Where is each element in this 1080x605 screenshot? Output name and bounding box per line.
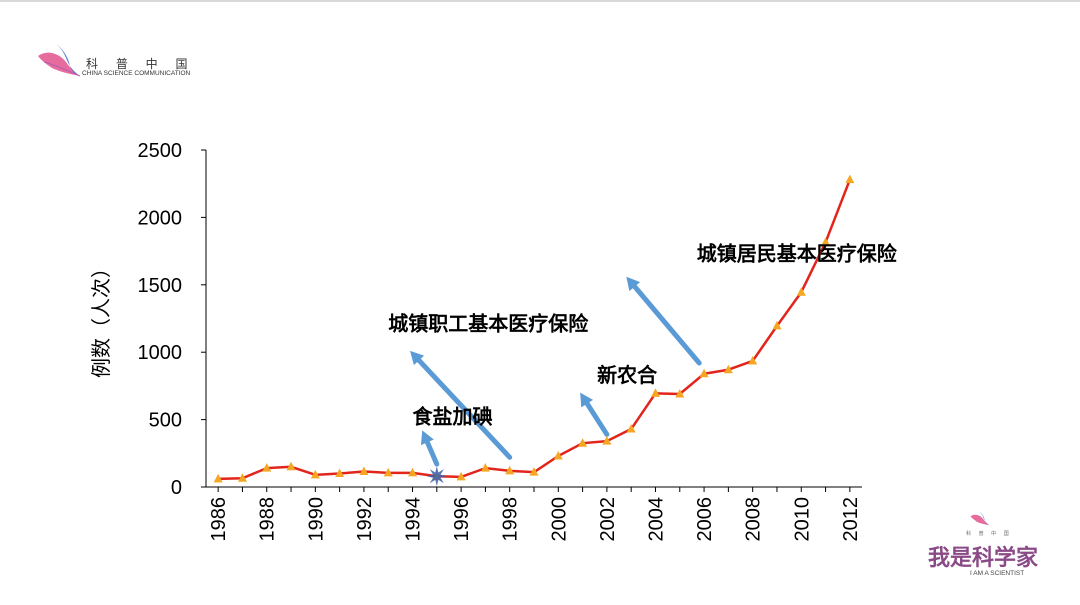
annotation-label: 食盐加碘 [413,405,493,429]
x-tick-label: 2000 [548,497,570,542]
y-axis-label: 例数（人次） [89,258,113,378]
top-border [0,0,1080,2]
data-point-marker [335,468,345,478]
annotation-arrow [424,439,440,467]
data-point-marker [796,287,806,296]
x-tick-label: 2002 [597,497,619,542]
y-tick-label: 500 [149,410,182,432]
x-tick-label: 2008 [743,497,765,542]
slogan-text: 我是科学家 [928,545,1039,571]
data-point-marker [626,424,636,433]
annotation-arrow [632,284,702,366]
data-point-marker [602,436,612,445]
x-tick-label: 1988 [257,497,279,542]
y-tick-label: 0 [171,477,182,499]
annotation-arrowhead [580,392,594,408]
data-point-marker [578,438,588,447]
annotation-arrowhead [626,276,641,292]
annotation-arrowhead [420,430,434,446]
x-tick-label: 1998 [500,497,522,542]
data-point-marker [480,463,490,472]
logo-cn-small-text: 科 普 中 国 [966,531,1012,537]
x-tick-label: 1990 [305,497,327,542]
data-point-marker [553,450,563,460]
data-point-marker [505,465,515,475]
data-point-marker [408,467,418,477]
x-tick-label: 1986 [208,497,230,542]
data-point-marker [821,237,831,246]
annotation-label: 城镇职工基本医疗保险 [388,312,589,336]
annotation-label: 新农合 [597,363,658,387]
butterfly-small-icon [970,510,990,526]
axes: 0 500 1000 1500 2000 2500 1986 1988 1990 1992 1994… [138,140,862,542]
x-tick-label: 2012 [840,497,862,542]
data-point-marker [262,463,272,472]
data-point-marker [650,388,660,397]
data-point-marker [772,320,782,330]
data-point-marker [723,364,733,374]
x-tick-label: 2006 [694,497,716,542]
kepu-china-logo: 科 普 中 国 CHINA SCIENCE COMMUNICATION [36,42,206,82]
butterfly-logo-icon [38,44,81,77]
y-tick-label: 2000 [138,207,183,229]
x-tick-label: 1996 [451,497,473,542]
annotation-arrow [584,401,610,437]
data-point-marker [383,467,393,477]
data-point-marker [699,368,709,378]
data-point-marker [237,473,247,482]
annotation-arrowhead [410,350,425,366]
data-point-marker [456,471,466,481]
annotation-label: 城镇居民基本医疗保险 [697,242,898,266]
data-point-marker [359,466,369,475]
y-tick-label: 1500 [138,275,183,297]
y-tick-label: 2500 [138,140,183,162]
data-point-marker [529,467,539,476]
data-point-marker [675,388,685,398]
y-tick-label: 1000 [138,342,183,364]
data-point-marker [310,469,320,479]
logo-cn-text: 科 普 中 国 [86,57,195,71]
logo-en-text: CHINA SCIENCE COMMUNICATION [82,70,191,77]
i-am-a-scientist-logo: 科 普 中 国 我是科学家 I AM A SCIENTIST [922,510,1042,580]
data-point-marker [286,461,296,471]
slogan-en-text: I AM A SCIENTIST [970,570,1025,577]
data-point-marker [845,174,855,184]
x-tick-label: 1994 [403,497,425,542]
annotation-arrow [416,357,513,460]
x-tick-label: 2010 [791,497,813,542]
data-point-marker [213,473,223,483]
annotation-arrows [410,276,702,467]
highlight-star-marker [426,466,447,487]
data-point-marker [748,355,758,365]
x-tick-label: 1992 [354,497,376,542]
x-tick-label: 2004 [645,497,667,542]
data-series [213,174,855,487]
